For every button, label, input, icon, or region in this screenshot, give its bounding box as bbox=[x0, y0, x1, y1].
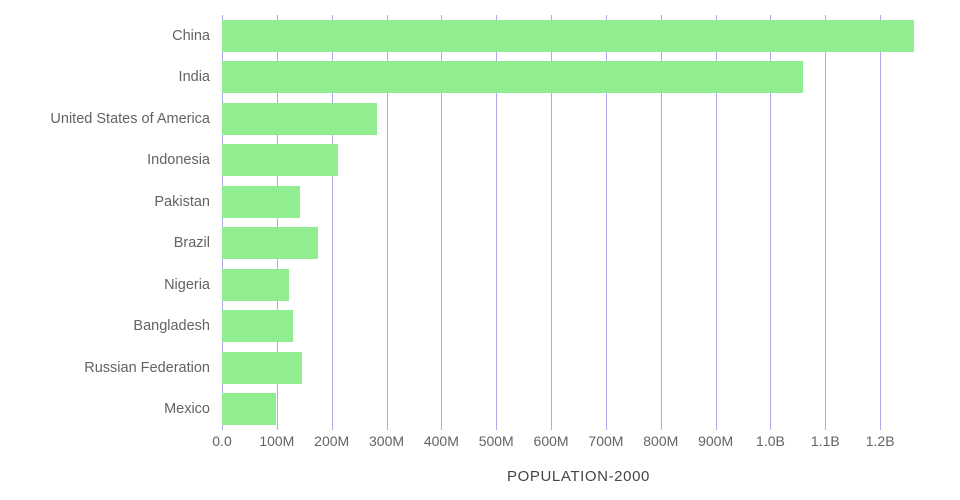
x-tick-label: 800M bbox=[643, 433, 679, 449]
gridline bbox=[825, 15, 827, 430]
gridline bbox=[660, 15, 662, 430]
bar-china[interactable] bbox=[222, 19, 915, 52]
x-tick-label: 300M bbox=[369, 433, 405, 449]
y-axis-labels: China India United States of America Indone… bbox=[0, 15, 210, 430]
bar-united-states-of-america[interactable] bbox=[222, 102, 377, 135]
bar-row bbox=[222, 140, 935, 182]
bar-row bbox=[222, 57, 935, 99]
category-label: United States of America bbox=[50, 110, 210, 127]
gridline bbox=[551, 15, 553, 430]
category-label: China bbox=[172, 27, 210, 44]
x-tick-label: 0.0 bbox=[212, 433, 232, 449]
gridlines bbox=[222, 15, 935, 430]
chart-title: POPULATION-2000 bbox=[507, 468, 650, 485]
bar-row bbox=[222, 223, 935, 265]
category-label: Russian Federation bbox=[84, 359, 210, 376]
bars bbox=[222, 15, 935, 430]
bar-row bbox=[222, 181, 935, 223]
bar-pakistan[interactable] bbox=[222, 185, 301, 218]
bar-row bbox=[222, 264, 935, 306]
gridline bbox=[386, 15, 388, 430]
x-tick-label: 700M bbox=[588, 433, 624, 449]
bar-bangladesh[interactable] bbox=[222, 310, 293, 343]
bar-row bbox=[222, 347, 935, 389]
category-label: Pakistan bbox=[154, 193, 210, 210]
x-tick-label: 100M bbox=[259, 433, 295, 449]
category-label: Indonesia bbox=[147, 152, 210, 169]
gridline bbox=[222, 15, 223, 430]
bar-india[interactable] bbox=[222, 61, 804, 94]
gridline bbox=[331, 15, 333, 430]
bar-nigeria[interactable] bbox=[222, 268, 290, 301]
bar-row bbox=[222, 306, 935, 348]
category-label: Mexico bbox=[164, 401, 210, 418]
category-label: Bangladesh bbox=[133, 318, 210, 335]
gridline bbox=[276, 15, 278, 430]
bar-mexico[interactable] bbox=[222, 393, 276, 426]
x-tick-label: 500M bbox=[478, 433, 514, 449]
x-tick-label: 400M bbox=[423, 433, 459, 449]
x-tick-label: 600M bbox=[533, 433, 569, 449]
bar-indonesia[interactable] bbox=[222, 144, 338, 177]
x-tick-label: 1.1B bbox=[810, 433, 840, 449]
plot-area bbox=[222, 15, 935, 430]
bar-row bbox=[222, 98, 935, 140]
x-tick-label: 1.2B bbox=[865, 433, 895, 449]
x-tick-label: 200M bbox=[314, 433, 350, 449]
bar-row bbox=[222, 389, 935, 431]
gridline bbox=[496, 15, 498, 430]
category-label: Brazil bbox=[173, 235, 210, 252]
category-label: Nigeria bbox=[164, 276, 210, 293]
category-label: India bbox=[178, 69, 210, 86]
bar-row bbox=[222, 15, 935, 57]
bar-brazil[interactable] bbox=[222, 227, 318, 260]
gridline bbox=[715, 15, 717, 430]
gridline bbox=[880, 15, 882, 430]
x-tick-label: 900M bbox=[698, 433, 734, 449]
x-axis-ticks: 0.0 100M 200M 300M 400M 500M 600M 700M 800M 900M 1… bbox=[212, 433, 935, 453]
x-tick-label: 1.0B bbox=[756, 433, 785, 449]
gridline bbox=[770, 15, 772, 430]
gridline bbox=[441, 15, 443, 430]
bar-russian-federation[interactable] bbox=[222, 351, 303, 384]
gridline bbox=[605, 15, 607, 430]
